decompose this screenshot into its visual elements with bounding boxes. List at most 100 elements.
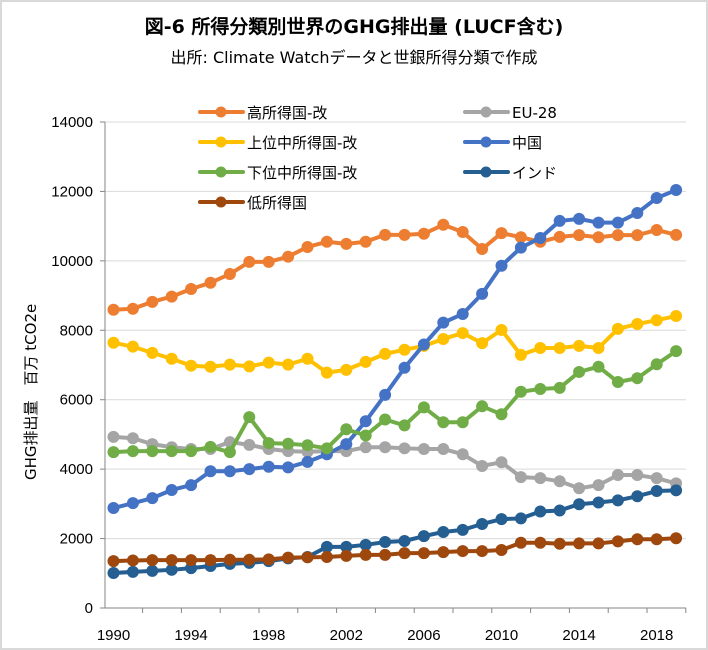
data-point [146, 346, 159, 359]
data-point [650, 472, 663, 485]
data-point [379, 441, 392, 454]
data-point [495, 408, 508, 421]
data-point [379, 347, 392, 360]
data-point [456, 448, 469, 461]
x-tick-label: 2018 [640, 627, 673, 644]
data-point [107, 430, 120, 443]
data-point [553, 504, 566, 517]
data-point [534, 536, 547, 549]
data-point [243, 411, 256, 424]
data-point [301, 240, 314, 253]
data-point [534, 341, 547, 354]
data-point [592, 231, 605, 244]
series-lines [107, 184, 683, 580]
data-point [185, 359, 198, 372]
data-point [165, 445, 178, 458]
data-point [204, 440, 217, 453]
data-point [553, 475, 566, 488]
data-point [204, 276, 217, 289]
data-point [165, 483, 178, 496]
data-point [262, 553, 275, 566]
data-point [262, 255, 275, 268]
legend-label: 中国 [512, 134, 542, 152]
data-point [670, 310, 683, 323]
data-point [553, 230, 566, 243]
data-point [126, 302, 139, 315]
legend-item: EU-28 [463, 104, 557, 122]
data-point [185, 445, 198, 458]
data-point [670, 184, 683, 197]
data-point [611, 469, 624, 482]
data-point [650, 358, 663, 371]
data-point [437, 316, 450, 329]
data-point [262, 356, 275, 369]
series-line [113, 222, 677, 312]
data-point [631, 490, 644, 503]
data-point [320, 442, 333, 455]
legend-label: 下位中所得国-改 [247, 164, 357, 182]
data-point [437, 332, 450, 345]
data-point [359, 355, 372, 368]
data-point [650, 485, 663, 498]
data-point [359, 235, 372, 248]
data-point [476, 545, 489, 558]
data-point [514, 536, 527, 549]
legend-marker [215, 106, 227, 118]
data-point [573, 212, 586, 225]
data-point [243, 553, 256, 566]
data-point [592, 216, 605, 229]
data-point [534, 231, 547, 244]
data-point [282, 437, 295, 450]
data-point [379, 413, 392, 426]
legend-label: 高所得国-改 [247, 104, 327, 122]
legend-item: インド [463, 164, 557, 182]
data-point [243, 360, 256, 373]
data-point [631, 229, 644, 242]
data-point [534, 505, 547, 518]
data-point [437, 546, 450, 559]
data-point [631, 533, 644, 546]
data-point [262, 460, 275, 473]
y-tick-label: 14000 [51, 114, 93, 131]
data-point [126, 432, 139, 445]
data-point [340, 237, 353, 250]
data-point [398, 535, 411, 548]
legend-label: EU-28 [512, 104, 557, 122]
data-point [514, 385, 527, 398]
y-tick-label: 0 [85, 600, 93, 617]
data-point [340, 363, 353, 376]
data-point [359, 538, 372, 551]
data-point [379, 548, 392, 561]
data-point [514, 231, 527, 244]
data-point [398, 419, 411, 432]
data-point [223, 358, 236, 371]
data-point [417, 227, 430, 240]
data-point [514, 348, 527, 361]
legend-item: 上位中所得国-改 [198, 134, 357, 152]
data-point [553, 214, 566, 227]
data-point [165, 352, 178, 365]
y-tick-label: 6000 [60, 392, 93, 409]
data-point [126, 340, 139, 353]
data-point [456, 327, 469, 340]
data-point [107, 502, 120, 515]
y-tick-label: 12000 [51, 183, 93, 200]
data-point [417, 401, 430, 414]
data-point [107, 336, 120, 349]
data-point [165, 290, 178, 303]
data-point [514, 471, 527, 484]
data-point [573, 229, 586, 242]
data-point [514, 512, 527, 525]
data-point [107, 303, 120, 316]
data-point [340, 423, 353, 436]
data-point [437, 218, 450, 231]
data-point [592, 479, 605, 492]
legend-marker [215, 166, 227, 178]
data-point [611, 229, 624, 242]
data-point [223, 446, 236, 459]
data-point [495, 227, 508, 240]
data-point [476, 243, 489, 256]
data-point [146, 492, 159, 505]
legend-item: 低所得国 [198, 194, 307, 212]
data-point [107, 555, 120, 568]
